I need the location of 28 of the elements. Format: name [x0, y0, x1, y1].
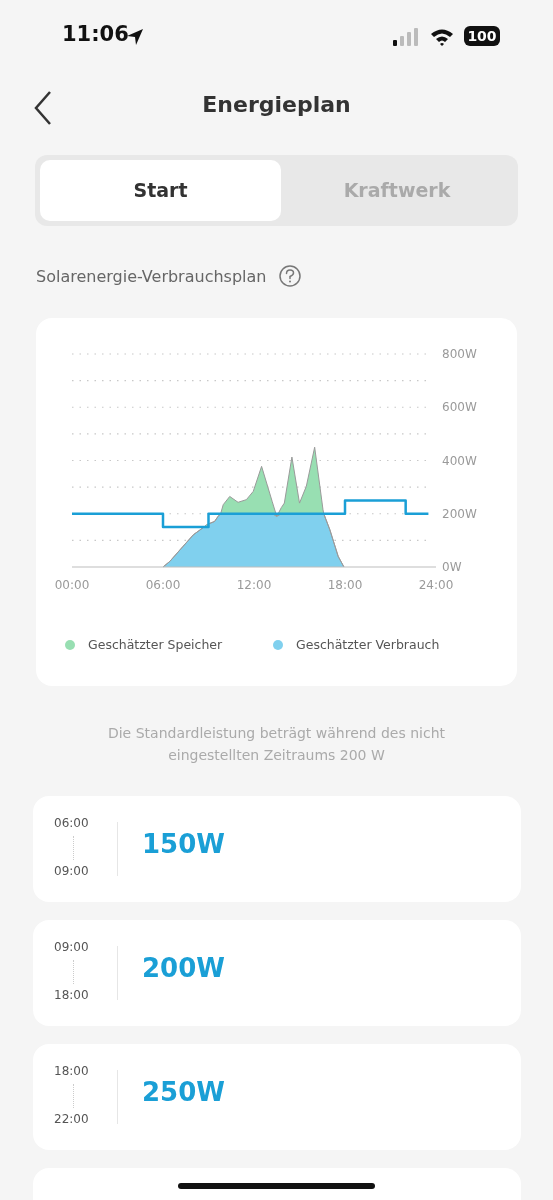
text: Kraftwerk — [342, 178, 452, 203]
text: 18:00 — [54, 1064, 89, 1078]
x-tick-label: 06:00 — [145, 578, 181, 592]
text: 09:00 — [54, 864, 89, 878]
text: 06:00 — [54, 816, 89, 830]
legend-label: Geschätzter Verbrauch — [296, 637, 440, 653]
chart-subtitle: Solarenergie-Verbrauchsplan — [36, 266, 267, 286]
text: Die Standardleistung beträgt während des nicht eingestellten Zeitraums 200 W — [106, 724, 447, 765]
text: 200W — [142, 953, 225, 983]
x-tick-label: 24:00 — [418, 578, 454, 592]
text: 11:06 — [62, 22, 129, 46]
y-tick-label: 0W — [442, 560, 462, 575]
x-tick-label: 00:00 — [54, 578, 90, 592]
y-tick-label: 600W — [442, 400, 477, 415]
y-tick-label: 800W — [442, 347, 477, 362]
legend-label: Geschätzter Speicher — [88, 637, 224, 653]
y-tick-label: 400W — [442, 453, 477, 468]
text: 150W — [142, 829, 225, 859]
text: Start — [40, 160, 281, 221]
text: 250W — [142, 1077, 225, 1107]
battery-icon: 100 — [464, 26, 500, 46]
text: 09:00 — [54, 940, 89, 954]
y-tick-label: 200W — [442, 506, 477, 521]
x-tick-label: 12:00 — [236, 578, 272, 592]
text: 18:00 — [54, 988, 89, 1002]
x-tick-label: 18:00 — [327, 578, 363, 592]
chart-title: Energieplan — [201, 92, 352, 117]
text: 22:00 — [54, 1112, 89, 1126]
